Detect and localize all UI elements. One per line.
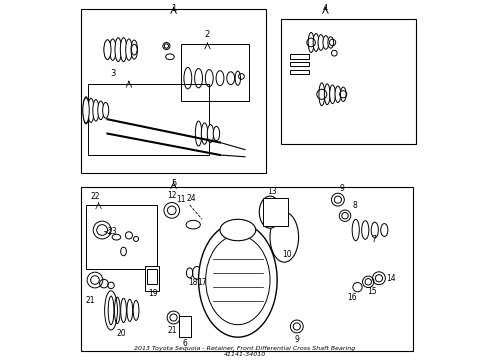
Text: 21: 21 <box>86 296 96 305</box>
Text: 9: 9 <box>340 184 344 193</box>
Ellipse shape <box>259 196 281 228</box>
Ellipse shape <box>83 98 89 123</box>
Ellipse shape <box>115 297 120 324</box>
Text: 12: 12 <box>167 192 176 201</box>
Ellipse shape <box>98 101 104 120</box>
Text: 2013 Toyota Sequoia - Retainer, Front Differential Cross Shaft Bearing
41141-340: 2013 Toyota Sequoia - Retainer, Front Di… <box>134 346 356 357</box>
Ellipse shape <box>330 85 335 104</box>
Ellipse shape <box>381 224 388 237</box>
Ellipse shape <box>195 68 202 88</box>
Ellipse shape <box>104 40 111 59</box>
Ellipse shape <box>206 235 270 325</box>
Text: 24: 24 <box>187 194 196 203</box>
Ellipse shape <box>104 40 111 59</box>
Text: 4: 4 <box>323 4 328 13</box>
Text: 20: 20 <box>117 329 126 338</box>
Ellipse shape <box>127 299 133 321</box>
Ellipse shape <box>108 296 114 325</box>
Ellipse shape <box>102 103 109 118</box>
Text: 13: 13 <box>267 187 276 196</box>
Text: 11: 11 <box>176 195 186 204</box>
Text: 14: 14 <box>386 274 396 283</box>
Bar <box>281 19 416 144</box>
Ellipse shape <box>133 300 139 320</box>
Ellipse shape <box>131 40 138 59</box>
Text: 7: 7 <box>371 235 376 244</box>
Text: 9: 9 <box>294 336 299 345</box>
Ellipse shape <box>341 87 346 102</box>
Bar <box>147 269 157 284</box>
Bar <box>179 316 192 337</box>
Ellipse shape <box>126 39 132 60</box>
Ellipse shape <box>196 121 202 146</box>
Ellipse shape <box>308 32 314 53</box>
Ellipse shape <box>83 97 89 124</box>
Text: 23: 23 <box>107 227 117 236</box>
Bar <box>290 70 309 74</box>
Text: 19: 19 <box>148 289 158 298</box>
Ellipse shape <box>335 86 341 103</box>
Text: 17: 17 <box>197 278 207 287</box>
Ellipse shape <box>235 71 241 85</box>
Ellipse shape <box>131 44 137 55</box>
Bar <box>290 62 309 66</box>
Text: 16: 16 <box>347 293 357 302</box>
Text: 6: 6 <box>183 339 187 348</box>
Text: 2: 2 <box>205 30 210 39</box>
Text: 21: 21 <box>168 327 177 336</box>
Ellipse shape <box>201 123 208 144</box>
Ellipse shape <box>184 67 192 89</box>
Ellipse shape <box>110 39 116 60</box>
Ellipse shape <box>313 33 319 51</box>
Text: 8: 8 <box>352 201 357 210</box>
Ellipse shape <box>220 219 256 241</box>
Ellipse shape <box>198 223 277 337</box>
Bar <box>145 266 159 291</box>
Ellipse shape <box>207 125 214 143</box>
Text: 5: 5 <box>171 179 176 188</box>
Ellipse shape <box>216 71 224 86</box>
Ellipse shape <box>328 37 334 48</box>
Text: 22: 22 <box>91 193 100 202</box>
Bar <box>81 187 413 351</box>
Ellipse shape <box>324 84 330 105</box>
Text: 15: 15 <box>367 287 377 296</box>
Text: 18: 18 <box>189 278 198 287</box>
Ellipse shape <box>352 219 359 241</box>
Ellipse shape <box>115 38 122 62</box>
Bar <box>86 205 157 269</box>
Ellipse shape <box>121 298 126 323</box>
Bar <box>81 9 267 173</box>
Ellipse shape <box>88 98 94 122</box>
Ellipse shape <box>323 36 329 49</box>
Ellipse shape <box>362 221 369 239</box>
Bar <box>181 44 248 102</box>
Ellipse shape <box>227 72 235 85</box>
Bar <box>88 84 209 155</box>
Ellipse shape <box>121 38 127 62</box>
Ellipse shape <box>371 222 378 238</box>
Ellipse shape <box>205 69 213 87</box>
Bar <box>263 198 288 226</box>
Text: 10: 10 <box>282 249 292 258</box>
Ellipse shape <box>213 126 220 141</box>
Text: 1: 1 <box>171 4 176 13</box>
Ellipse shape <box>270 212 298 262</box>
Bar <box>290 54 309 59</box>
Text: 3: 3 <box>110 69 116 78</box>
Ellipse shape <box>319 83 325 106</box>
Ellipse shape <box>318 35 324 50</box>
Ellipse shape <box>93 100 99 121</box>
